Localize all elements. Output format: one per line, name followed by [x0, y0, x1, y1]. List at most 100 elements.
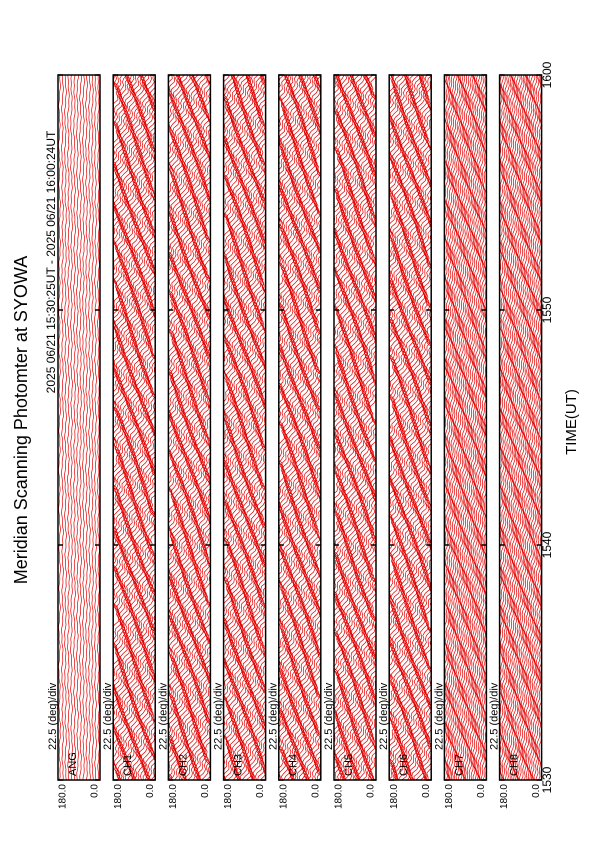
trace — [75, 75, 80, 780]
trace — [517, 75, 523, 780]
trace — [231, 75, 244, 780]
trace — [530, 75, 536, 780]
trace — [458, 75, 464, 780]
trace — [398, 75, 411, 780]
trace — [185, 75, 199, 780]
trace — [138, 75, 151, 780]
trace — [182, 75, 195, 780]
y-tick-label: 180.0 — [389, 784, 400, 809]
trace — [411, 75, 424, 780]
trace — [481, 75, 487, 780]
trace — [72, 75, 77, 780]
trace — [334, 75, 346, 780]
panel-frame — [167, 74, 212, 781]
trace — [504, 75, 510, 780]
traces — [444, 75, 487, 780]
trace — [180, 75, 194, 780]
traces — [58, 75, 100, 780]
panel-label: CH4 — [288, 754, 300, 776]
trace — [447, 75, 453, 780]
trace — [113, 75, 124, 780]
trace — [505, 75, 512, 780]
trace — [252, 75, 265, 780]
trace — [348, 75, 361, 780]
trace — [78, 75, 83, 780]
y-tick-label: 0.0 — [145, 784, 156, 798]
trace — [499, 75, 505, 780]
y-tick-label: 180.0 — [499, 784, 510, 809]
trace — [183, 75, 197, 780]
trace — [82, 75, 85, 780]
trace — [536, 75, 542, 780]
trace — [444, 75, 448, 780]
trace — [146, 75, 156, 780]
panel-label: CH7 — [453, 754, 465, 776]
trace — [520, 75, 526, 780]
panel-frame — [333, 74, 377, 781]
trace — [445, 75, 452, 780]
panel-label: CH6 — [398, 754, 410, 776]
trace — [278, 75, 288, 780]
trace — [352, 75, 366, 780]
y-tick-label: 180.0 — [168, 784, 179, 809]
trace — [444, 75, 450, 780]
trace — [88, 75, 91, 780]
trace — [280, 75, 293, 780]
trace — [465, 75, 471, 780]
trace — [66, 75, 70, 780]
scale-label: 22.5 (deg)/div — [433, 682, 445, 750]
trace — [457, 75, 463, 780]
x-tick-label: 1530 — [540, 766, 554, 793]
trace — [354, 75, 367, 780]
trace — [310, 75, 321, 780]
trace — [357, 75, 371, 780]
trace — [177, 75, 191, 780]
trace — [525, 75, 531, 780]
trace — [400, 75, 413, 780]
panel-label: CH8 — [509, 754, 521, 776]
traces — [113, 75, 156, 780]
trace — [122, 75, 135, 780]
panel-frame — [443, 74, 488, 781]
panel-label: CH3 — [233, 754, 245, 776]
trace — [469, 75, 476, 780]
y-tick-label: 180.0 — [444, 784, 455, 809]
trace — [174, 75, 187, 780]
trace — [295, 75, 309, 780]
y-tick-label: 0.0 — [200, 784, 211, 798]
trace — [340, 75, 353, 780]
trace — [308, 75, 321, 780]
y-tick-label: 0.0 — [90, 784, 101, 798]
trace — [479, 75, 486, 780]
traces — [278, 75, 321, 780]
trace — [389, 75, 401, 780]
trace — [227, 75, 241, 780]
trace — [349, 75, 363, 780]
trace — [510, 75, 516, 780]
panel-frame — [278, 74, 322, 781]
traces — [168, 75, 211, 780]
trace — [302, 75, 316, 780]
x-tick-label: 1600 — [540, 61, 554, 88]
trace — [513, 75, 520, 780]
trace — [424, 75, 432, 780]
trace — [512, 75, 518, 780]
trace — [466, 75, 473, 780]
panel-frame — [57, 74, 101, 781]
scale-label: 22.5 (deg)/div — [157, 682, 169, 750]
trace — [58, 75, 62, 780]
trace — [471, 75, 477, 780]
trace — [97, 75, 100, 780]
y-tick-label: 180.0 — [223, 784, 234, 809]
y-tick-label: 0.0 — [255, 784, 266, 798]
trace — [341, 75, 354, 780]
panel-frame — [112, 74, 156, 781]
y-tick-label: 0.0 — [421, 784, 432, 798]
trace — [449, 75, 455, 780]
trace — [455, 75, 461, 780]
trace — [94, 75, 97, 780]
trace — [312, 75, 321, 780]
x-tick-label: 1540 — [540, 531, 554, 558]
trace — [401, 75, 414, 780]
